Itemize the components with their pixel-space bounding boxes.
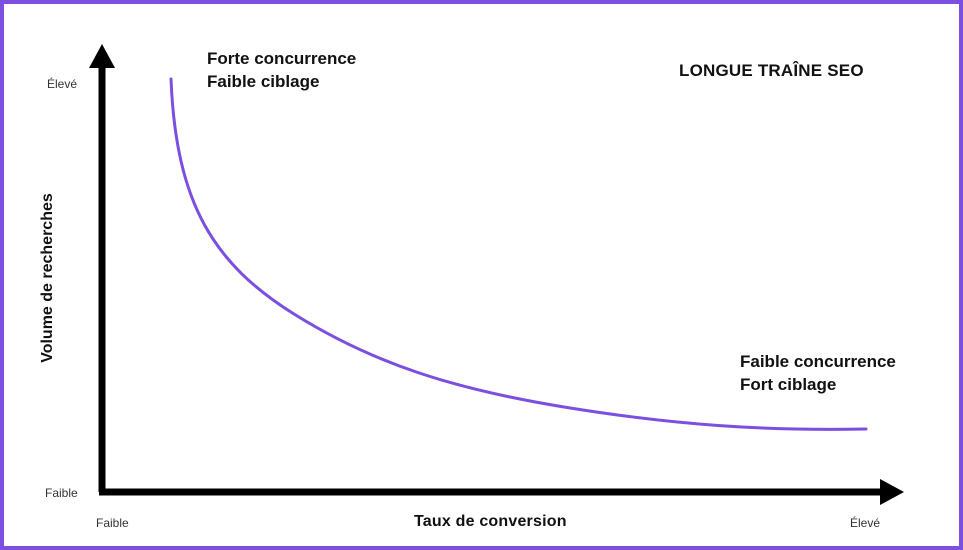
x-axis-title: Taux de conversion — [414, 513, 567, 530]
long-tail-diagram — [89, 44, 904, 505]
x-axis-high-label: Élevé — [850, 516, 881, 530]
y-axis-low-label: Faible — [45, 486, 78, 500]
annotation-bottom-right-line1: Faible concurrence — [740, 352, 896, 371]
x-axis-low-label: Faible — [96, 516, 129, 530]
annotation-bottom-right: Faible concurrence Fort ciblage — [740, 350, 896, 396]
y-axis-high-label: Élevé — [47, 77, 78, 91]
x-axis-arrowhead — [880, 479, 904, 505]
y-axis-title: Volume de recherches — [39, 193, 56, 363]
annotation-bottom-right-line2: Fort ciblage — [740, 375, 837, 394]
annotation-top-left: Forte concurrence Faible ciblage — [207, 47, 356, 93]
long-tail-curve — [169, 77, 868, 431]
y-axis-arrowhead — [89, 44, 115, 68]
diagram-title: LONGUE TRAÎNE SEO — [679, 61, 864, 80]
annotation-top-left-line1: Forte concurrence — [207, 49, 357, 68]
annotation-top-left-line2: Faible ciblage — [207, 72, 320, 91]
